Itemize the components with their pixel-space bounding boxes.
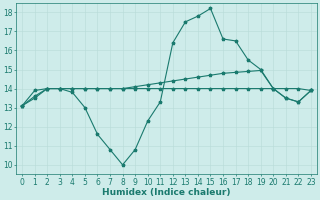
- X-axis label: Humidex (Indice chaleur): Humidex (Indice chaleur): [102, 188, 231, 197]
